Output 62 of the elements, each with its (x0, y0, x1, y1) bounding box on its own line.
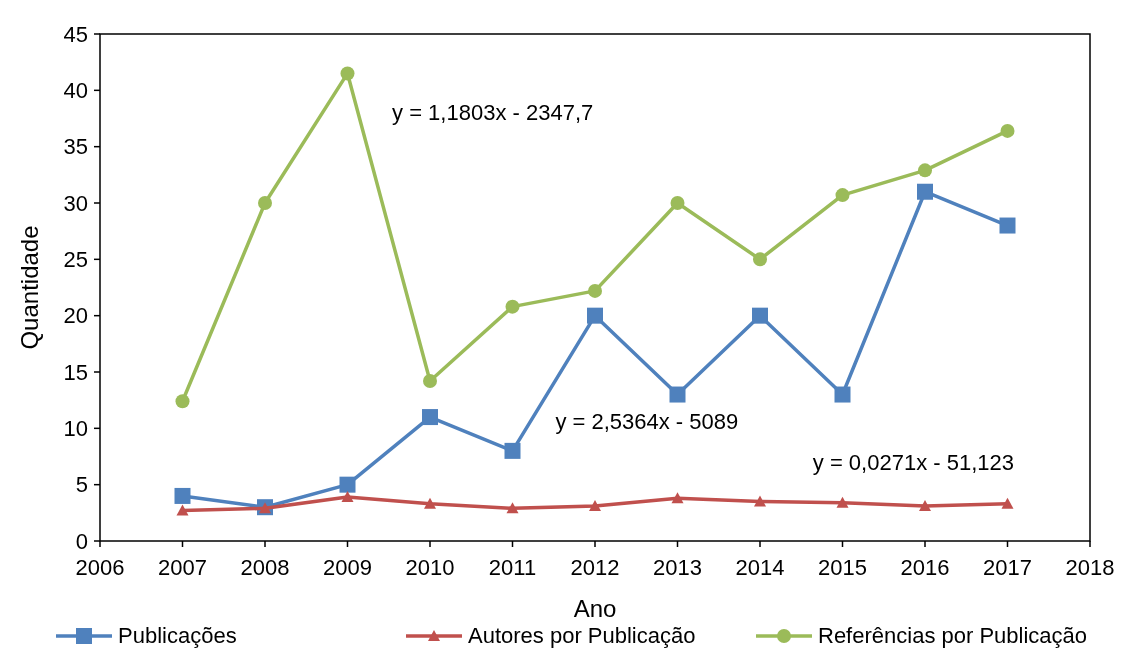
point (587, 307, 603, 324)
point (834, 386, 851, 403)
point (669, 386, 686, 403)
point (999, 217, 1016, 234)
y-tick-label: 40 (63, 78, 88, 104)
legend-label: Referências por Publicação (818, 623, 1088, 648)
point (836, 496, 849, 508)
y-tick-label: 10 (63, 416, 88, 442)
point (753, 252, 767, 267)
y-tick-label: 0 (75, 528, 88, 554)
x-axis-title: Ano (573, 595, 617, 622)
point (174, 487, 191, 504)
point (258, 196, 272, 210)
y-tick-label: 20 (63, 303, 88, 329)
point (671, 492, 684, 504)
point (175, 394, 190, 409)
point (1000, 123, 1015, 138)
point (835, 188, 850, 203)
point (339, 476, 356, 493)
point (670, 196, 685, 210)
point (1001, 497, 1014, 509)
legend-label: Autores por Publicação (468, 623, 696, 648)
annotation: y = 0,0271x - 51,123 (812, 450, 1014, 476)
point (176, 504, 189, 516)
point (917, 183, 933, 200)
y-tick-label: 35 (63, 134, 88, 160)
annotation: y = 1,1803x - 2347,7 (392, 100, 594, 126)
point (589, 500, 601, 512)
point (422, 409, 438, 426)
point (752, 307, 768, 324)
point (918, 163, 932, 178)
point (588, 283, 602, 298)
y-tick-label: 45 (63, 21, 88, 47)
x-tick-label: 2008 (240, 555, 290, 580)
point (919, 500, 931, 512)
x-tick-label: 2007 (158, 555, 207, 580)
point (341, 491, 354, 503)
x-tick-label: 2014 (735, 555, 785, 580)
point (754, 495, 766, 507)
point (505, 299, 520, 314)
x-tick-label: 2009 (323, 555, 372, 580)
point (340, 66, 355, 81)
y-axis-title: Quantidade (16, 225, 43, 350)
x-tick-label: 2010 (405, 555, 455, 580)
point (424, 497, 436, 509)
x-tick-label: 2012 (570, 555, 620, 580)
x-tick-label: 2017 (983, 555, 1032, 580)
y-tick-label: 25 (63, 247, 88, 273)
point (504, 442, 521, 459)
x-tick-label: 2015 (818, 555, 867, 580)
point (423, 374, 437, 389)
point (506, 502, 519, 514)
y-tick-label: 30 (63, 190, 88, 216)
annotation: y = 2,5364x - 5089 (555, 409, 739, 435)
x-tick-label: 2016 (900, 555, 950, 580)
x-tick-label: 2011 (488, 555, 537, 580)
x-tick-label: 2013 (653, 555, 702, 580)
y-tick-label: 15 (63, 359, 88, 385)
x-tick-label: 2006 (75, 555, 125, 580)
y-tick-label: 5 (75, 472, 88, 498)
x-tick-label: 2018 (1065, 555, 1115, 580)
legend-label: Publicações (118, 623, 237, 648)
